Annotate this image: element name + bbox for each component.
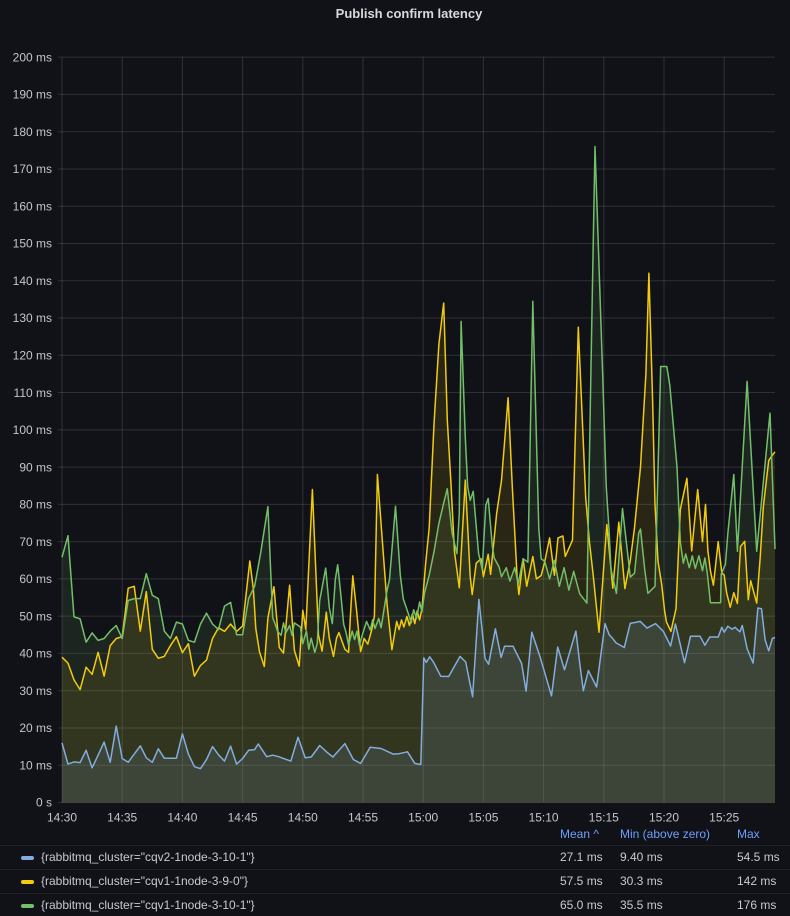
svg-text:130 ms: 130 ms <box>13 311 52 325</box>
svg-text:14:30: 14:30 <box>47 811 77 825</box>
svg-text:15:10: 15:10 <box>529 811 559 825</box>
svg-text:14:50: 14:50 <box>288 811 318 825</box>
svg-text:150 ms: 150 ms <box>13 237 52 251</box>
svg-text:170 ms: 170 ms <box>13 162 52 176</box>
svg-text:14:45: 14:45 <box>228 811 258 825</box>
svg-text:90 ms: 90 ms <box>19 460 52 474</box>
svg-text:200 ms: 200 ms <box>13 50 52 64</box>
svg-text:70 ms: 70 ms <box>19 535 52 549</box>
svg-text:50 ms: 50 ms <box>19 609 52 623</box>
svg-text:120 ms: 120 ms <box>13 349 52 363</box>
svg-text:15:05: 15:05 <box>468 811 498 825</box>
svg-text:180 ms: 180 ms <box>13 125 52 139</box>
svg-text:80 ms: 80 ms <box>19 498 52 512</box>
svg-text:15:20: 15:20 <box>649 811 679 825</box>
svg-text:140 ms: 140 ms <box>13 274 52 288</box>
svg-text:15:00: 15:00 <box>408 811 438 825</box>
svg-text:15:15: 15:15 <box>589 811 619 825</box>
svg-text:60 ms: 60 ms <box>19 572 52 586</box>
svg-text:190 ms: 190 ms <box>13 88 52 102</box>
svg-text:110 ms: 110 ms <box>14 386 52 400</box>
svg-text:40 ms: 40 ms <box>19 647 52 661</box>
svg-text:10 ms: 10 ms <box>19 758 52 772</box>
svg-text:14:55: 14:55 <box>348 811 378 825</box>
svg-text:100 ms: 100 ms <box>13 423 52 437</box>
svg-text:14:35: 14:35 <box>107 811 137 825</box>
svg-text:15:25: 15:25 <box>709 811 739 825</box>
svg-text:20 ms: 20 ms <box>19 721 52 735</box>
svg-text:14:40: 14:40 <box>167 811 197 825</box>
svg-text:0 s: 0 s <box>36 796 52 810</box>
svg-text:160 ms: 160 ms <box>13 199 52 213</box>
svg-text:30 ms: 30 ms <box>19 684 52 698</box>
